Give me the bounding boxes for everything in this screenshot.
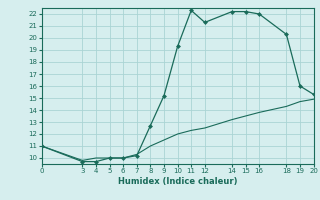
- X-axis label: Humidex (Indice chaleur): Humidex (Indice chaleur): [118, 177, 237, 186]
